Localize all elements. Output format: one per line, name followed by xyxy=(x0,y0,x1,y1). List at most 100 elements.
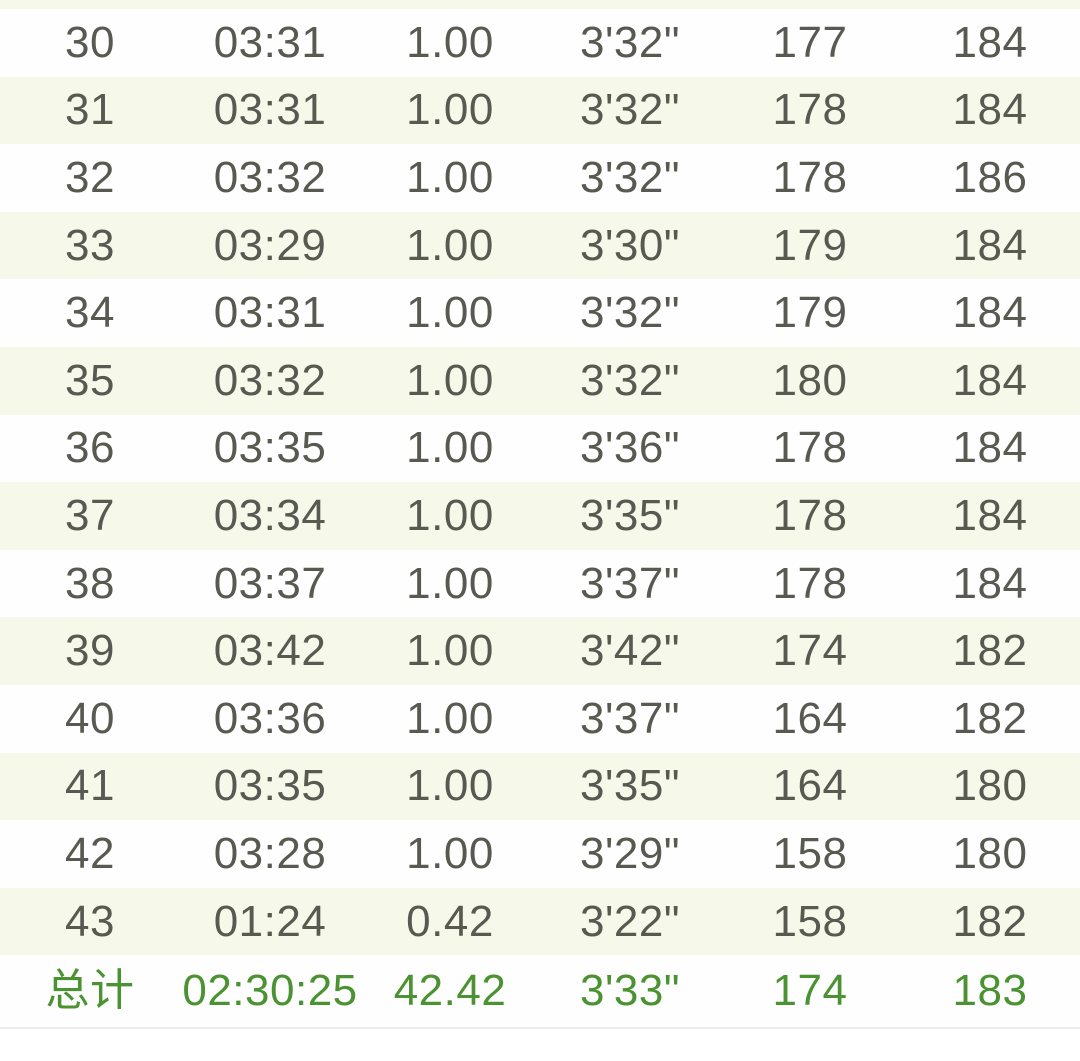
cell-pace: 3'22" xyxy=(580,896,680,946)
cell-pace: 3'32" xyxy=(580,355,680,405)
table-row: 37 03:34 1.00 3'35" 178 184 xyxy=(0,482,1080,550)
cell-distance: 1.00 xyxy=(406,558,494,608)
table-row: 42 03:28 1.00 3'29" 158 180 xyxy=(0,820,1080,888)
cell-time: 03:32 xyxy=(213,355,327,405)
cell-cadence: 184 xyxy=(952,355,1028,405)
cell-distance: 1.00 xyxy=(406,17,494,67)
cell-lap: 38 xyxy=(65,558,115,608)
cell-time: 03:34 xyxy=(213,490,327,540)
cell-distance: 1.00 xyxy=(406,423,494,473)
cell-time: 01:24 xyxy=(213,896,327,946)
cell-cadence: 182 xyxy=(952,626,1028,676)
cell-time: 03:35 xyxy=(213,423,327,473)
table-row: 38 03:37 1.00 3'37" 178 184 xyxy=(0,549,1080,618)
cell-distance: 1.00 xyxy=(406,761,494,811)
cell-heart-rate: 178 xyxy=(772,558,848,608)
cell-lap: 42 xyxy=(65,828,115,878)
cell-pace: 3'30" xyxy=(580,220,680,270)
previous-row-edge xyxy=(0,0,1080,9)
cell-time: 03:31 xyxy=(213,17,327,67)
cell-pace: 3'29" xyxy=(580,828,680,878)
cell-heart-rate: 180 xyxy=(772,355,848,405)
cell-pace: 3'33" xyxy=(580,966,680,1016)
cell-time: 03:35 xyxy=(213,761,327,811)
table-row: 36 03:35 1.00 3'36" 178 184 xyxy=(0,414,1080,483)
table-row: 30 03:31 1.00 3'32" 177 184 xyxy=(0,9,1080,77)
cell-distance: 0.42 xyxy=(406,896,494,946)
table-row: 35 03:32 1.00 3'32" 180 184 xyxy=(0,346,1080,415)
cell-cadence: 183 xyxy=(952,966,1028,1016)
table-row: 31 03:31 1.00 3'32" 178 184 xyxy=(0,76,1080,145)
cell-lap: 34 xyxy=(65,288,115,338)
cell-distance: 1.00 xyxy=(406,355,494,405)
table-row: 34 03:31 1.00 3'32" 179 184 xyxy=(0,279,1080,347)
cell-lap: 43 xyxy=(65,896,115,946)
cell-cadence: 184 xyxy=(952,288,1028,338)
cell-lap: 41 xyxy=(65,761,115,811)
cell-cadence: 180 xyxy=(952,828,1028,878)
cell-heart-rate: 164 xyxy=(772,693,848,743)
cell-cadence: 184 xyxy=(952,490,1028,540)
table-row: 33 03:29 1.00 3'30" 179 184 xyxy=(0,211,1080,280)
cell-lap: 32 xyxy=(65,152,115,202)
cell-heart-rate: 178 xyxy=(772,85,848,135)
cell-lap: 35 xyxy=(65,355,115,405)
cell-pace: 3'37" xyxy=(580,693,680,743)
cell-heart-rate: 178 xyxy=(772,490,848,540)
cell-lap: 总计 xyxy=(45,966,135,1016)
cell-cadence: 180 xyxy=(952,761,1028,811)
cell-time: 03:32 xyxy=(213,152,327,202)
cell-cadence: 184 xyxy=(952,220,1028,270)
cell-heart-rate: 164 xyxy=(772,761,848,811)
cell-heart-rate: 174 xyxy=(772,966,848,1016)
cell-pace: 3'35" xyxy=(580,761,680,811)
table-row: 32 03:32 1.00 3'32" 178 186 xyxy=(0,144,1080,212)
cell-heart-rate: 178 xyxy=(772,152,848,202)
cell-distance: 1.00 xyxy=(406,490,494,540)
cell-lap: 31 xyxy=(65,85,115,135)
cell-cadence: 184 xyxy=(952,423,1028,473)
cell-lap: 37 xyxy=(65,490,115,540)
cell-time: 03:42 xyxy=(213,626,327,676)
table-row: 43 01:24 0.42 3'22" 158 182 xyxy=(0,887,1080,956)
cell-pace: 3'42" xyxy=(580,626,680,676)
table-row: 39 03:42 1.00 3'42" 174 182 xyxy=(0,617,1080,685)
cell-pace: 3'35" xyxy=(580,490,680,540)
cell-pace: 3'36" xyxy=(580,423,680,473)
cell-distance: 1.00 xyxy=(406,626,494,676)
cell-distance: 1.00 xyxy=(406,152,494,202)
cell-time: 03:29 xyxy=(213,220,327,270)
cell-heart-rate: 179 xyxy=(772,288,848,338)
cell-time: 03:36 xyxy=(213,693,327,743)
cell-cadence: 184 xyxy=(952,558,1028,608)
cell-distance: 1.00 xyxy=(406,828,494,878)
table-row: 41 03:35 1.00 3'35" 164 180 xyxy=(0,752,1080,821)
cell-heart-rate: 174 xyxy=(772,626,848,676)
cell-time: 03:31 xyxy=(213,288,327,338)
cell-cadence: 186 xyxy=(952,152,1028,202)
cell-lap: 36 xyxy=(65,423,115,473)
cell-distance: 42.42 xyxy=(393,966,507,1016)
cell-distance: 1.00 xyxy=(406,288,494,338)
cell-heart-rate: 177 xyxy=(772,17,848,67)
cell-time: 02:30:25 xyxy=(182,966,358,1016)
cell-lap: 39 xyxy=(65,626,115,676)
cell-cadence: 182 xyxy=(952,693,1028,743)
cell-distance: 1.00 xyxy=(406,693,494,743)
cell-lap: 40 xyxy=(65,693,115,743)
cell-pace: 3'32" xyxy=(580,288,680,338)
cell-heart-rate: 179 xyxy=(772,220,848,270)
cell-time: 03:37 xyxy=(213,558,327,608)
cell-cadence: 182 xyxy=(952,896,1028,946)
cell-cadence: 184 xyxy=(952,85,1028,135)
table-total-row: 总计 02:30:25 42.42 3'33" 174 183 xyxy=(0,955,1080,1030)
cell-distance: 1.00 xyxy=(406,220,494,270)
cell-heart-rate: 158 xyxy=(772,896,848,946)
cell-heart-rate: 178 xyxy=(772,423,848,473)
cell-lap: 33 xyxy=(65,220,115,270)
cell-time: 03:31 xyxy=(213,85,327,135)
cell-pace: 3'32" xyxy=(580,152,680,202)
cell-pace: 3'37" xyxy=(580,558,680,608)
table-row: 40 03:36 1.00 3'37" 164 182 xyxy=(0,684,1080,753)
